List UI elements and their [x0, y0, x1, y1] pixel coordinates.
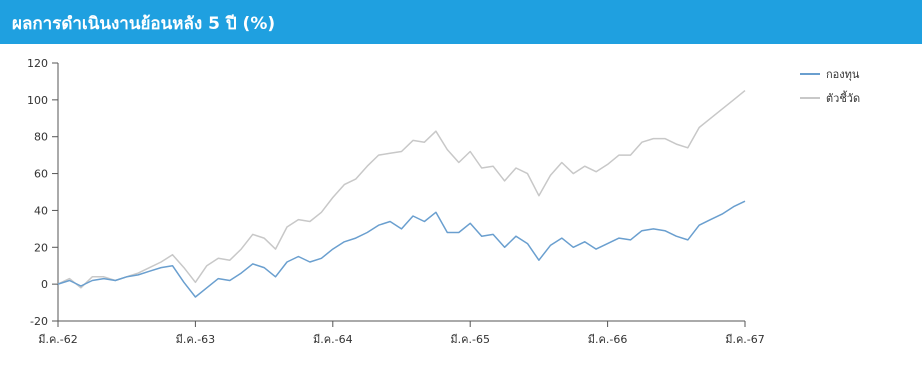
x-tick-label: มี.ค.-66 [588, 333, 628, 346]
series-line-fund [57, 200, 746, 298]
x-tick-label: มี.ค.-65 [450, 333, 490, 346]
y-tick-label: 60 [34, 168, 48, 181]
chart-legend: กองทุนตัวชี้วัด [800, 68, 860, 105]
legend-label-fund: กองทุน [826, 68, 860, 81]
y-tick-label: 0 [41, 278, 48, 291]
x-tick-label: มี.ค.-63 [176, 333, 216, 346]
x-tick-label: มี.ค.-62 [38, 333, 78, 346]
y-tick-label: 100 [27, 94, 48, 107]
y-tick-label: -20 [30, 315, 48, 328]
y-tick-label: 120 [27, 57, 48, 70]
y-tick-label: 40 [34, 204, 48, 217]
series-line-benchmark [57, 90, 746, 289]
y-tick-label: 20 [34, 241, 48, 254]
series-lines [57, 90, 746, 298]
chart-header-bar: ผลการดำเนินงานย้อนหลัง 5 ปี (%) [0, 0, 922, 44]
x-axis: มี.ค.-62 มี.ค.-63 มี.ค.-64 มี.ค.-65 มี.ค.-66… [38, 320, 765, 346]
x-tick-label: มี.ค.-67 [725, 333, 765, 346]
y-tick-label: 80 [34, 131, 48, 144]
legend-label-benchmark: ตัวชี้วัด [826, 90, 860, 105]
chart-title: ผลการดำเนินงานย้อนหลัง 5 ปี (%) [12, 14, 276, 34]
x-tick-label: มี.ค.-64 [313, 333, 353, 346]
y-axis: -20 0 20 40 60 80 100 120 [27, 57, 59, 328]
